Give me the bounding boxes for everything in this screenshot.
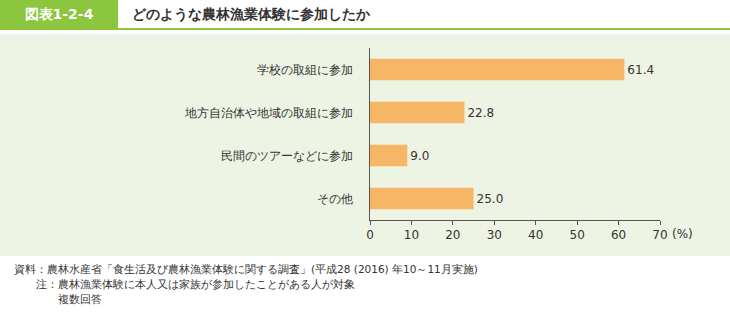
svg-text:40: 40 xyxy=(528,228,543,242)
html-text:注：農林漁業体験に本人又は家族が参加したことがある人が対象: 注：農林漁業体験に本人又は家族が参加したことがある人が対象 xyxy=(36,278,355,290)
svg-text:20: 20 xyxy=(445,228,460,242)
svg-text:10: 10 xyxy=(404,228,419,242)
svg-text:地方自治体や地域の取組に参加: 地方自治体や地域の取組に参加 xyxy=(184,106,353,120)
html-text:資料：農林水産省「食生活及び農林漁業体験に関する調査」(平成: 資料：農林水産省「食生活及び農林漁業体験に関する調査」(平成28 (2016) … xyxy=(14,263,478,275)
svg-text:50: 50 xyxy=(569,228,584,242)
svg-text:9.0: 9.0 xyxy=(410,149,429,163)
html-text:複数回答: 複数回答 xyxy=(58,293,102,305)
svg-text:(%): (%) xyxy=(672,227,693,241)
svg-text:0: 0 xyxy=(366,228,374,242)
html-text:どのような農林漁業体験に参加したか: どのような農林漁業体験に参加したか xyxy=(132,6,370,22)
svg-text:学校の取組に参加: 学校の取組に参加 xyxy=(257,63,353,77)
svg-text:22.8: 22.8 xyxy=(467,106,494,120)
html-text:図表1-2-4: 図表1-2-4 xyxy=(24,6,94,22)
svg-text:70: 70 xyxy=(652,228,667,242)
svg-text:61.4: 61.4 xyxy=(627,63,654,77)
svg-text:その他: その他 xyxy=(317,192,353,206)
svg-text:25.0: 25.0 xyxy=(477,192,504,206)
svg-text:民間のツアーなどに参加: 民間のツアーなどに参加 xyxy=(221,149,353,163)
svg-text:60: 60 xyxy=(611,228,626,242)
svg-text:30: 30 xyxy=(487,228,502,242)
